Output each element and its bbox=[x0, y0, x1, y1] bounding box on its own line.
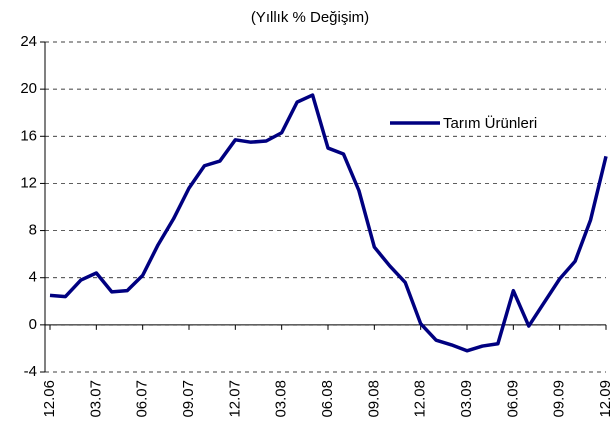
chart-title: (Yıllık % Değişim) bbox=[251, 9, 369, 26]
y-tick-label: -4 bbox=[24, 363, 37, 380]
x-tick-label: 09.09 bbox=[551, 380, 568, 418]
y-tick-label: 0 bbox=[29, 316, 37, 333]
y-tick-label: 12 bbox=[20, 174, 37, 191]
y-tick-label: 20 bbox=[20, 80, 37, 97]
x-tick-label: 09.07 bbox=[180, 380, 197, 418]
x-tick-label: 06.09 bbox=[504, 380, 521, 418]
y-tick-label: 4 bbox=[29, 269, 37, 286]
y-tick-label: 8 bbox=[29, 222, 37, 239]
x-tick-label: 12.06 bbox=[41, 380, 58, 418]
x-tick-label: 12.07 bbox=[226, 380, 243, 418]
legend-label: Tarım Ürünleri bbox=[443, 114, 537, 132]
x-tick-label: 09.08 bbox=[365, 380, 382, 418]
line-series bbox=[49, 93, 608, 353]
x-tick-label: 06.08 bbox=[319, 380, 336, 418]
x-tick-label: 03.08 bbox=[273, 380, 290, 418]
y-tick-label: 24 bbox=[20, 33, 37, 50]
x-tick-label: 03.07 bbox=[87, 380, 104, 418]
x-tick-label: 12.09 bbox=[597, 380, 612, 418]
y-tick-label: 16 bbox=[20, 127, 37, 144]
x-tick-label: 03.09 bbox=[458, 380, 475, 418]
x-tick-label: 12.08 bbox=[412, 380, 429, 418]
x-tick-label: 06.07 bbox=[134, 380, 151, 418]
